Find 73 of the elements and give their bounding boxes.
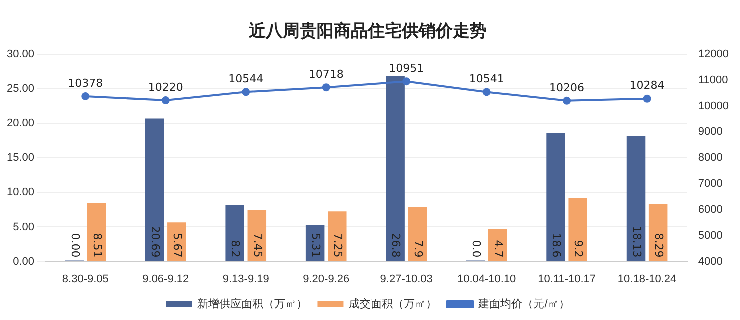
y2-tick-label: 12000 xyxy=(698,48,730,60)
y-tick-label: 5.00 xyxy=(13,221,35,234)
bar xyxy=(648,204,668,262)
data-label: 7.9 xyxy=(412,240,425,258)
data-label: 20.69 xyxy=(148,226,162,258)
data-label: 8.2 xyxy=(229,240,242,258)
data-label: 7.45 xyxy=(251,233,264,258)
data-label: 26.8 xyxy=(390,233,403,258)
y2-tick-label: 8000 xyxy=(698,152,723,164)
bar xyxy=(248,210,267,262)
bar xyxy=(226,205,244,262)
y-tick-label: 10.00 xyxy=(6,186,35,199)
x-tick-label: 9.27-10.03 xyxy=(380,273,433,286)
point xyxy=(82,92,90,100)
x-tick-label: 8.30-9.05 xyxy=(62,273,109,286)
bar xyxy=(168,222,186,262)
bar xyxy=(328,212,347,262)
data-label: 0.0 xyxy=(470,240,483,258)
point xyxy=(242,88,250,96)
y2-tick-label: 9000 xyxy=(698,126,723,138)
data-label: 10544 xyxy=(228,72,264,86)
x-tick-label: 9.20-9.26 xyxy=(303,273,350,286)
data-label: 7.25 xyxy=(332,233,345,258)
y-tick-label: 30.00 xyxy=(6,48,35,60)
data-label: 18.13 xyxy=(630,226,644,258)
bar xyxy=(408,207,427,262)
y2-tick-label: 6000 xyxy=(698,204,723,216)
y-tick-label: 25.00 xyxy=(6,83,35,95)
point xyxy=(402,78,411,86)
data-label: 10378 xyxy=(68,76,104,90)
data-label: 10206 xyxy=(550,81,585,94)
x-tick-label: 9.06-9.12 xyxy=(142,273,190,286)
data-label: 4.7 xyxy=(492,240,505,258)
data-label: 18.6 xyxy=(550,233,564,258)
y2-tick-label: 4000 xyxy=(698,256,723,268)
y2-tick-label: 5000 xyxy=(698,230,723,242)
bar xyxy=(386,76,405,262)
x-tick-label: 10.18-10.24 xyxy=(618,273,677,286)
y2-tick-label: 7000 xyxy=(698,178,723,190)
y-tick-label: 15.00 xyxy=(6,152,35,164)
point xyxy=(643,94,652,103)
point xyxy=(322,84,330,92)
data-label: 5.67 xyxy=(171,233,184,258)
x-tick-label: 10.04-10.10 xyxy=(457,273,516,286)
x-tick-label: 9.13-9.19 xyxy=(222,273,270,286)
y-tick-label: 0.00 xyxy=(13,256,35,268)
data-label: 10220 xyxy=(148,80,184,94)
legend-label: 成交面积（万㎡） xyxy=(349,298,438,311)
bar xyxy=(145,118,164,262)
y2-tick-label: 11000 xyxy=(698,74,728,86)
y-tick-label: 20.00 xyxy=(6,118,35,130)
point xyxy=(563,96,572,105)
data-label: 5.31 xyxy=(309,233,322,258)
data-label: 10951 xyxy=(389,62,424,75)
point xyxy=(482,88,491,96)
data-label: 9.2 xyxy=(572,240,586,258)
data-label: 8.29 xyxy=(652,233,666,258)
legend-label: 新增供应面积（万㎡） xyxy=(198,298,308,311)
chart-title: 近八周贵阳商品住宅供销价走势 xyxy=(248,22,487,42)
bar xyxy=(87,202,106,262)
bar xyxy=(488,229,508,262)
data-label: 10541 xyxy=(469,72,504,86)
bar xyxy=(626,136,646,262)
data-label: 10718 xyxy=(308,68,344,81)
bar xyxy=(546,133,566,262)
data-label: 0.00 xyxy=(68,233,82,258)
y2-tick-label: 10000 xyxy=(698,100,730,112)
point xyxy=(162,96,170,105)
data-label: 10284 xyxy=(630,79,665,92)
legend-label: 建面均价（元/㎡） xyxy=(478,298,570,311)
x-tick-label: 10.11-10.17 xyxy=(538,273,596,286)
bar xyxy=(568,198,588,262)
data-label: 8.51 xyxy=(90,233,104,258)
